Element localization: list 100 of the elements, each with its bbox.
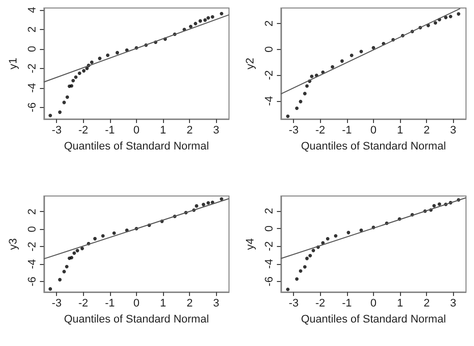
y-tick-label: -4 <box>26 82 38 93</box>
y-tick-label: 0 <box>263 226 276 232</box>
point <box>93 236 97 240</box>
point <box>66 95 70 99</box>
x-axis-title: Quantiles of Standard Normal <box>64 140 209 152</box>
y-axis-title: y4 <box>244 238 256 250</box>
point <box>106 53 110 57</box>
point <box>72 251 76 255</box>
y-tick-label: -6 <box>26 102 38 112</box>
point <box>188 24 192 28</box>
point <box>359 228 363 232</box>
y-tick-label: -4 <box>263 258 276 269</box>
point <box>298 100 302 104</box>
x-tick-label: 0 <box>370 298 377 310</box>
point <box>330 65 334 69</box>
point <box>340 59 344 63</box>
point <box>58 110 62 114</box>
point <box>62 100 66 104</box>
x-tick-label: -1 <box>342 124 352 136</box>
point <box>310 74 314 78</box>
x-tick-label: -1 <box>104 124 115 136</box>
point <box>308 254 312 258</box>
x-tick-label: 2 <box>424 298 430 310</box>
x-tick-label: -1 <box>104 298 115 310</box>
point <box>48 287 52 291</box>
point <box>305 256 309 260</box>
point <box>98 56 102 60</box>
y-tick-label: 0 <box>263 46 276 52</box>
y-tick-label: -4 <box>263 96 276 106</box>
point <box>82 69 86 73</box>
point <box>65 264 69 268</box>
point <box>434 21 438 25</box>
y-axis-title: y3 <box>8 238 20 250</box>
x-tick-label: 2 <box>186 124 193 136</box>
point <box>206 16 210 20</box>
x-axis-title: Quantiles of Standard Normal <box>300 140 446 152</box>
point <box>321 241 325 245</box>
y-tick-label: -2 <box>26 242 38 252</box>
x-tick-label: -3 <box>288 298 299 310</box>
x-tick-label: 2 <box>186 298 193 310</box>
y-tick-label: -2 <box>263 70 276 80</box>
x-tick-label: -1 <box>342 298 352 310</box>
point <box>48 114 52 118</box>
y-axis-title: y2 <box>244 58 256 70</box>
y-tick-label: 2 <box>26 208 38 215</box>
point <box>456 12 460 16</box>
x-tick-label: -2 <box>315 124 326 136</box>
point <box>210 15 214 19</box>
y-tick-label: 4 <box>26 6 38 14</box>
point <box>286 288 290 292</box>
x-tick-label: -2 <box>315 298 326 310</box>
x-tick-label: -2 <box>78 124 88 136</box>
y-tick-label: 0 <box>26 46 38 52</box>
point <box>78 71 82 75</box>
point <box>74 75 78 79</box>
point <box>198 19 202 23</box>
x-tick-label: -3 <box>288 124 299 136</box>
point <box>432 204 436 208</box>
y-tick-label: -2 <box>263 241 276 252</box>
point <box>203 18 207 22</box>
x-tick-label: 0 <box>133 298 140 310</box>
x-tick-label: -3 <box>52 298 62 310</box>
y-axis-title: y1 <box>8 58 20 70</box>
y-tick-label: -6 <box>263 276 276 286</box>
point <box>101 234 105 238</box>
point <box>372 46 376 50</box>
x-tick-label: 3 <box>213 298 220 310</box>
point <box>194 204 198 208</box>
x-tick-label: -2 <box>78 298 88 310</box>
x-tick-label: -3 <box>52 124 62 136</box>
point <box>444 16 448 20</box>
point <box>206 201 210 205</box>
point <box>116 50 120 54</box>
point <box>346 230 350 234</box>
point <box>298 269 302 273</box>
point <box>303 265 307 269</box>
point <box>76 248 80 252</box>
point <box>326 236 330 240</box>
point <box>90 60 94 64</box>
x-tick-label: 0 <box>133 124 140 136</box>
point <box>303 92 307 96</box>
point <box>112 231 116 235</box>
y-tick-label: 0 <box>26 226 38 232</box>
x-tick-label: 2 <box>424 124 430 136</box>
x-tick-label: 3 <box>450 124 456 136</box>
x-axis-title: Quantiles of Standard Normal <box>300 314 446 326</box>
point <box>438 202 442 206</box>
x-tick-label: 1 <box>396 298 404 310</box>
x-tick-label: 1 <box>160 124 166 136</box>
y-tick-label: 2 <box>26 26 38 32</box>
y-tick-label: 2 <box>263 208 276 214</box>
x-tick-label: 0 <box>370 124 377 136</box>
point <box>295 106 299 110</box>
point <box>80 246 84 250</box>
x-tick-label: 1 <box>396 124 404 136</box>
y-tick-label: -2 <box>26 63 38 74</box>
x-axis-title: Quantiles of Standard Normal <box>64 314 209 326</box>
point <box>334 234 338 238</box>
point <box>295 277 299 281</box>
point <box>62 270 66 274</box>
